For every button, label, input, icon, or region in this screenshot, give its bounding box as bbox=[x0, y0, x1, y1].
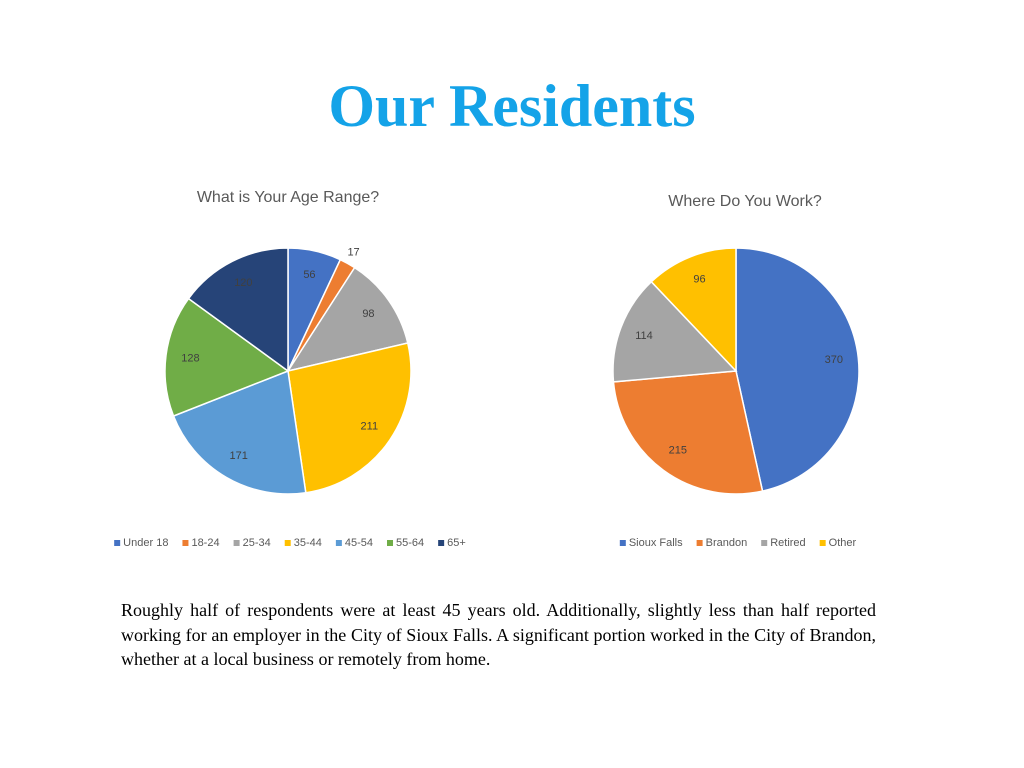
data-label: 96 bbox=[693, 274, 705, 286]
legend-swatch bbox=[284, 540, 291, 546]
data-label: 370 bbox=[825, 354, 843, 366]
legend-label: Under 18 bbox=[123, 537, 168, 549]
data-label: 171 bbox=[229, 450, 247, 462]
legend-swatch bbox=[761, 540, 768, 546]
pie-slice bbox=[612, 280, 738, 383]
legend-label: Retired bbox=[770, 537, 805, 549]
legend-label: 25-34 bbox=[243, 537, 271, 549]
legend-swatch bbox=[619, 540, 626, 546]
legend-swatch bbox=[335, 540, 342, 546]
slide-title: Our Residents bbox=[328, 73, 696, 139]
data-label: 56 bbox=[303, 269, 315, 281]
legend: Sioux Falls Brandon Retired Other bbox=[619, 537, 857, 549]
pie-slice bbox=[650, 247, 737, 373]
legend-swatch bbox=[233, 540, 240, 546]
legend-swatch bbox=[438, 540, 445, 546]
pie-chart: What is Your Age Range? 56 17 98 211 171 128 12… bbox=[114, 189, 466, 549]
legend: Under 18 18-24 25-34 35-44 45-54 55-64 65+ bbox=[114, 537, 466, 549]
pie-slice bbox=[286, 266, 409, 373]
data-label: 114 bbox=[635, 330, 653, 342]
legend-swatch bbox=[819, 540, 826, 546]
legend-label: Brandon bbox=[706, 537, 748, 549]
summary-paragraph: Roughly half of respondents were at leas… bbox=[121, 600, 876, 669]
pie-slice bbox=[172, 369, 307, 495]
legend-label: Other bbox=[829, 537, 857, 549]
chart-title: Where Do You Work? bbox=[668, 193, 822, 210]
pie-chart: Where Do You Work? 370 215 114 96 Sioux Falls… bbox=[612, 193, 860, 549]
legend-swatch bbox=[696, 540, 703, 546]
legend-label: 45-54 bbox=[345, 537, 373, 549]
pie-slice bbox=[187, 247, 289, 373]
data-label: 17 bbox=[347, 247, 359, 259]
pie-slice bbox=[612, 370, 764, 495]
legend-label: Sioux Falls bbox=[629, 537, 683, 549]
data-label: 98 bbox=[362, 308, 374, 320]
chart-title: What is Your Age Range? bbox=[197, 189, 379, 206]
pie-slice bbox=[164, 297, 290, 417]
legend-swatch bbox=[387, 540, 394, 546]
data-label: 215 bbox=[669, 444, 687, 456]
legend-label: 55-64 bbox=[396, 537, 424, 549]
legend-label: 18-24 bbox=[191, 537, 219, 549]
data-label: 211 bbox=[361, 420, 379, 432]
legend-swatch bbox=[114, 540, 121, 546]
pie-slice bbox=[735, 247, 860, 493]
legend-label: 65+ bbox=[447, 537, 466, 549]
pie-slice bbox=[287, 342, 412, 494]
data-label: 128 bbox=[181, 352, 199, 364]
legend-swatch bbox=[182, 540, 189, 546]
data-label: 120 bbox=[234, 277, 252, 289]
legend-label: 35-44 bbox=[294, 537, 322, 549]
